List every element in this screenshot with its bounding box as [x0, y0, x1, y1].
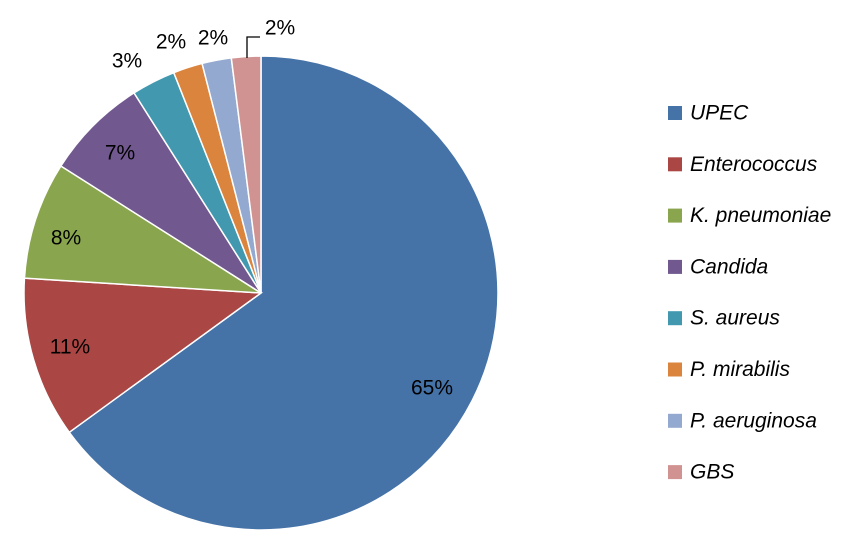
legend-swatch-p-mirabilis [668, 362, 682, 377]
legend-swatch-s-aureus [668, 311, 682, 326]
pie-slice-k-pneumoniae [23, 164, 262, 294]
legend-label-p-mirabilis: P. mirabilis [690, 358, 790, 381]
data-label-p-mirabilis: 2% [156, 31, 186, 54]
pie-slice-upec [68, 55, 499, 531]
legend-swatch-candida [668, 259, 682, 274]
data-label-enterococcus: 11% [50, 336, 90, 359]
legend-swatch-enterococcus [668, 157, 682, 172]
legend-label-candida: Candida [690, 255, 768, 278]
legend-label-enterococcus: Enterococcus [690, 153, 818, 176]
pie-slice-candida [59, 91, 262, 294]
legend: UPEC Enterococcus K. pneumoniae Candida S. a… [668, 102, 831, 484]
data-label-s-aureus: 3% [112, 50, 142, 73]
pie-slices [23, 55, 499, 531]
data-label-upec: 65% [411, 377, 453, 400]
data-label-p-aeruginosa: 2% [198, 27, 228, 50]
data-label-gbs: 2% [265, 17, 295, 40]
legend-label-gbs: GBS [690, 461, 734, 484]
data-label-candida: 7% [105, 142, 135, 165]
leader-line-gbs [246, 36, 260, 58]
legend-swatch-p-aeruginosa [668, 413, 682, 428]
legend-swatch-upec [668, 106, 682, 120]
legend-label-k-pneumoniae: K. pneumoniae [690, 204, 831, 227]
legend-label-s-aureus: S. aureus [690, 307, 780, 330]
pie-slice-enterococcus [23, 277, 264, 434]
legend-swatch-k-pneumoniae [668, 208, 682, 223]
legend-label-upec: UPEC [690, 102, 749, 125]
legend-swatch-gbs [668, 465, 682, 480]
pie-data-labels: 65% 11% 8% 7% 3% 2% 2% 2% [50, 17, 453, 400]
pie-slice-gbs [230, 55, 262, 294]
legend-label-p-aeruginosa: P. aeruginosa [690, 409, 817, 432]
data-label-k-pneumoniae: 8% [51, 227, 81, 250]
